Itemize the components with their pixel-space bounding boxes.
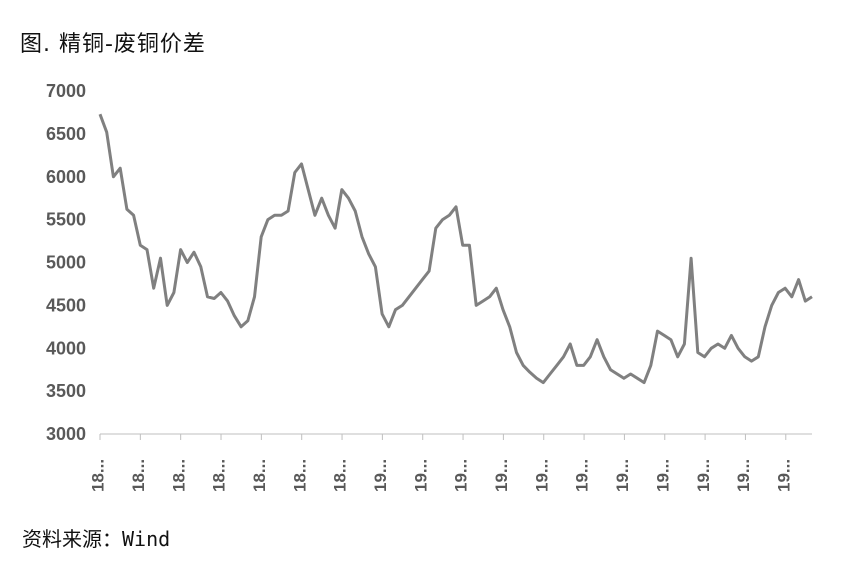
x-tick-label: 19... (613, 459, 632, 492)
y-tick-label: 5000 (46, 253, 86, 273)
source-note: 资料来源：Wind (22, 527, 171, 551)
x-tick-label: 18... (89, 459, 108, 492)
x-tick-label: 19... (774, 459, 793, 492)
x-tick-label: 18... (210, 459, 229, 492)
x-tick-label: 19... (573, 459, 592, 492)
y-tick-label: 6500 (46, 124, 86, 144)
x-axis: 18... 18... 18... 18... 18... 18... 18... 19...… (89, 433, 812, 492)
x-tick-label: 19... (452, 459, 471, 492)
x-tick-label: 18... (169, 459, 188, 492)
x-tick-label: 18... (331, 459, 350, 492)
y-tick-label: 3500 (46, 381, 86, 401)
price-spread-line (98, 113, 813, 385)
y-tick-label: 7000 (46, 81, 86, 101)
y-tick-label: 5500 (46, 210, 86, 230)
x-tick-label: 18... (290, 459, 309, 492)
y-tick-label: 6000 (46, 167, 86, 187)
x-tick-label: 18... (129, 459, 148, 492)
x-tick-label: 19... (694, 459, 713, 492)
chart-title: 图. 精铜-废铜价差 (20, 32, 206, 57)
x-tick-label: 18... (250, 459, 269, 492)
y-tick-label: 4000 (46, 338, 86, 358)
y-tick-label: 4500 (46, 295, 86, 315)
x-tick-label: 19... (411, 459, 430, 492)
x-tick-label: 19... (371, 459, 390, 492)
x-tick-label: 19... (653, 459, 672, 492)
x-tick-label: 19... (492, 459, 511, 492)
y-axis: 3000 3500 4000 4500 5000 5500 6000 6500 7000 (46, 81, 86, 444)
x-tick-label: 19... (734, 459, 753, 492)
plot-area (98, 113, 813, 385)
y-tick-label: 3000 (46, 424, 86, 444)
x-tick-label: 19... (532, 459, 551, 492)
